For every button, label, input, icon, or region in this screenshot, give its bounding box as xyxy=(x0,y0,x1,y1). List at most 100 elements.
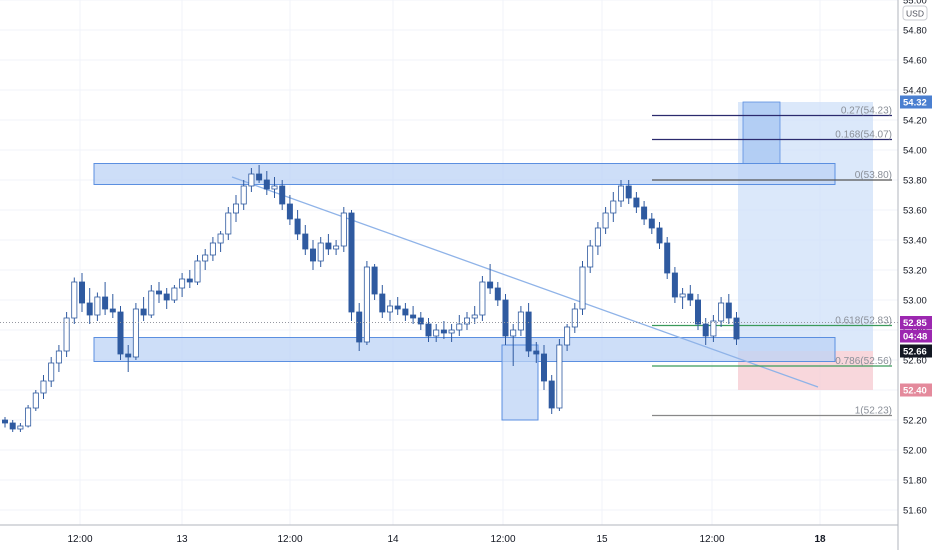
candle-body xyxy=(425,323,432,337)
candle-body xyxy=(333,245,340,250)
candle-body xyxy=(571,308,578,328)
candle-body xyxy=(363,266,370,343)
candle-body xyxy=(440,329,447,334)
candle-body xyxy=(140,308,147,316)
fib-level-label: 1(52.23) xyxy=(855,406,892,417)
price-tick-label: 53.00 xyxy=(903,296,927,307)
candle-body xyxy=(502,299,509,337)
candle-body xyxy=(710,320,717,337)
candle-body xyxy=(71,281,78,319)
candle-body xyxy=(86,302,93,316)
candle-body xyxy=(410,314,417,319)
candle-body xyxy=(656,227,663,244)
candle-body xyxy=(125,353,132,358)
candle-body xyxy=(679,293,686,298)
fib-level-label: 0.786(52.56) xyxy=(835,356,892,367)
candle-body xyxy=(155,290,162,295)
candle-body xyxy=(209,242,216,256)
candle-body xyxy=(102,296,109,310)
resistance-zone[interactable] xyxy=(93,163,836,185)
price-tag-label: 04:48 xyxy=(903,332,927,343)
price-tag-label: 52.85 xyxy=(903,318,927,329)
candle-body xyxy=(79,281,86,304)
candle-body xyxy=(402,308,409,316)
candle-body xyxy=(417,317,424,325)
candle-body xyxy=(348,212,355,313)
candle-body xyxy=(340,212,347,247)
candle-body xyxy=(471,314,478,319)
candle-body xyxy=(602,212,609,229)
candle-body xyxy=(379,293,386,313)
candle-body xyxy=(517,311,524,331)
fib-level-label: 0.27(54.23) xyxy=(841,106,892,117)
candle-body xyxy=(356,311,363,343)
candle-body xyxy=(263,179,270,190)
price-tick-label: 54.80 xyxy=(903,26,927,37)
candle-body xyxy=(117,311,124,355)
candle-body xyxy=(687,293,694,301)
candle-body xyxy=(487,281,494,289)
spike-zone[interactable] xyxy=(501,344,539,421)
candle-body xyxy=(17,425,24,430)
candle-body xyxy=(695,299,702,325)
candle-body xyxy=(2,419,8,424)
price-tag-label: 52.40 xyxy=(903,386,927,397)
time-tick-label: 12:00 xyxy=(699,534,724,545)
fib-level-label: 0(53.80) xyxy=(855,170,892,181)
support-zone[interactable] xyxy=(93,337,836,362)
candle-body xyxy=(163,293,170,301)
candle-body xyxy=(463,317,470,325)
price-tick-label: 51.80 xyxy=(903,476,927,487)
price-tick-label: 53.20 xyxy=(903,266,927,277)
candle-body xyxy=(48,362,55,382)
price-tag xyxy=(900,95,932,109)
price-tick-label: 53.60 xyxy=(903,206,927,217)
time-tick-label: 13 xyxy=(176,534,188,545)
candle-body xyxy=(232,203,239,214)
fib-level-label: 0.618(52.83) xyxy=(835,316,892,327)
candle-body xyxy=(55,350,62,364)
candle-body xyxy=(225,212,232,235)
price-tag xyxy=(900,316,932,329)
price-tick-label: 54.00 xyxy=(903,146,927,157)
time-tick-label: 12:00 xyxy=(67,534,92,545)
candle-body xyxy=(132,308,139,358)
trend-line[interactable] xyxy=(231,176,819,388)
price-tick-label: 53.80 xyxy=(903,176,927,187)
candle-body xyxy=(279,185,286,205)
time-tick-label: 15 xyxy=(596,534,608,545)
candle-body xyxy=(325,242,332,250)
target-box[interactable] xyxy=(742,101,781,164)
candle-body xyxy=(633,197,640,208)
candle-body xyxy=(594,227,601,247)
candle-body xyxy=(32,392,39,409)
candle-body xyxy=(525,311,532,352)
price-tag-label: 52.66 xyxy=(903,347,927,358)
candle-body xyxy=(548,380,555,409)
currency-badge[interactable] xyxy=(902,5,928,21)
candle-body xyxy=(256,173,263,181)
candle-body xyxy=(248,173,255,187)
candle-body xyxy=(186,278,193,283)
candle-body xyxy=(40,380,47,394)
time-tick-label: 14 xyxy=(387,534,399,545)
price-tick-label: 54.40 xyxy=(903,86,927,97)
candle-body xyxy=(217,233,224,244)
candle-body xyxy=(664,242,671,274)
candle-body xyxy=(371,266,378,295)
candle-body xyxy=(194,260,201,283)
candle-body xyxy=(317,242,324,262)
candle-body xyxy=(456,323,463,331)
price-tick-label: 52.20 xyxy=(903,416,927,427)
candle-body xyxy=(725,302,732,319)
candle-body xyxy=(63,317,70,352)
candle-body xyxy=(9,422,16,430)
price-tick-label: 51.60 xyxy=(903,506,927,517)
price-tick-label: 55.00 xyxy=(903,0,927,7)
price-tag xyxy=(900,329,932,343)
candle-body xyxy=(271,185,278,190)
candle-body xyxy=(510,329,517,337)
price-tag xyxy=(900,383,932,397)
